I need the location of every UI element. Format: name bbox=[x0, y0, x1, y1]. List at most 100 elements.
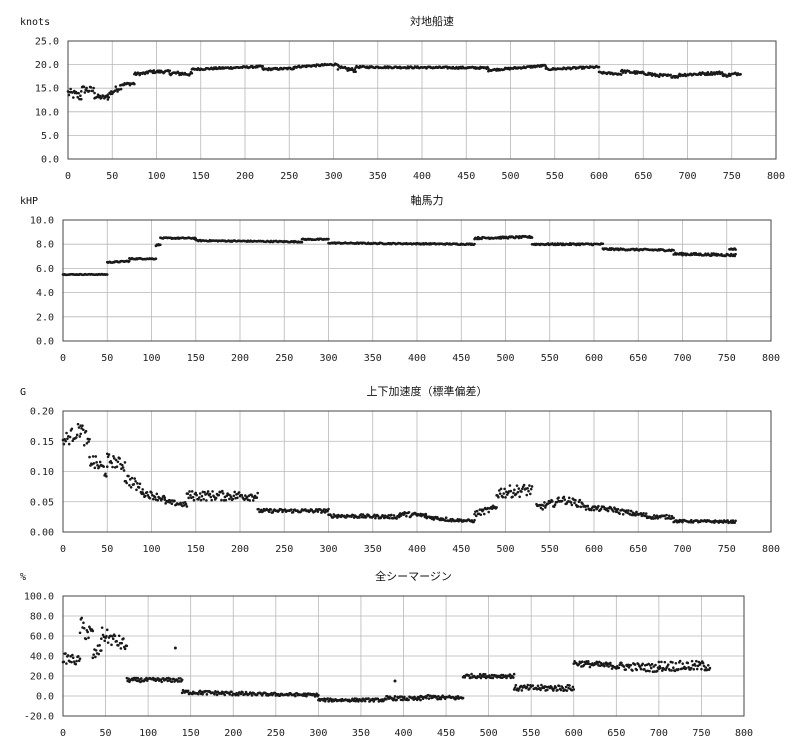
data-point bbox=[115, 639, 118, 643]
data-point bbox=[690, 659, 694, 663]
data-point bbox=[79, 432, 82, 436]
data-point bbox=[603, 664, 606, 668]
x-tick-label: 50 bbox=[101, 544, 113, 555]
data-point bbox=[332, 513, 336, 516]
data-point bbox=[197, 692, 200, 696]
x-tick-label: 100 bbox=[139, 728, 157, 739]
data-point bbox=[267, 510, 271, 513]
plot-frame bbox=[62, 595, 745, 717]
data-point bbox=[205, 499, 208, 502]
data-point bbox=[607, 665, 610, 668]
data-point bbox=[269, 508, 273, 511]
x-tick-label: 150 bbox=[192, 171, 210, 182]
x-tick-label: 450 bbox=[452, 353, 470, 364]
y-tick-label: 25.0 bbox=[35, 37, 59, 48]
data-point bbox=[692, 667, 696, 671]
data-point bbox=[91, 89, 95, 93]
data-point bbox=[520, 689, 524, 692]
data-point bbox=[94, 455, 98, 458]
data-point bbox=[138, 482, 142, 486]
x-tick-label: 550 bbox=[522, 728, 540, 739]
data-point bbox=[305, 694, 308, 698]
data-point bbox=[283, 508, 287, 511]
data-point bbox=[72, 660, 76, 663]
x-tick-label: 800 bbox=[762, 353, 780, 364]
data-point bbox=[88, 455, 91, 459]
data-point bbox=[92, 86, 95, 90]
data-point bbox=[290, 508, 293, 511]
data-point bbox=[540, 683, 543, 687]
data-point bbox=[475, 509, 479, 513]
y-tick-label: 20.0 bbox=[30, 672, 54, 683]
y-axis-unit-label: kHP bbox=[20, 196, 38, 207]
x-tick-label: 750 bbox=[718, 353, 736, 364]
data-point bbox=[91, 656, 95, 660]
data-point bbox=[527, 489, 530, 493]
data-point bbox=[163, 498, 167, 501]
data-point bbox=[467, 674, 471, 677]
data-point bbox=[188, 490, 191, 493]
data-point bbox=[666, 663, 670, 666]
data-point bbox=[140, 677, 143, 680]
data-point bbox=[236, 496, 239, 500]
x-tick-label: 350 bbox=[364, 544, 382, 555]
data-series bbox=[61, 422, 737, 525]
data-point bbox=[231, 497, 235, 501]
data-point bbox=[106, 93, 110, 96]
data-point bbox=[145, 490, 149, 494]
data-point bbox=[211, 490, 214, 493]
y-tick-label: 15.0 bbox=[35, 84, 59, 95]
y-tick-label: 4.0 bbox=[36, 288, 54, 299]
data-point bbox=[513, 686, 517, 689]
data-point bbox=[376, 514, 380, 518]
data-point bbox=[681, 662, 685, 665]
chart-panel-1: 0 50 100 150 200 250 300 350 400 450 500 550 600 650 7… bbox=[20, 14, 785, 182]
data-point bbox=[86, 630, 89, 634]
data-point bbox=[473, 512, 476, 516]
data-point bbox=[695, 667, 699, 671]
data-point bbox=[82, 626, 86, 630]
data-point bbox=[78, 631, 82, 635]
x-tick-label: 400 bbox=[413, 171, 431, 182]
data-point bbox=[215, 693, 219, 697]
data-point bbox=[214, 496, 218, 500]
data-point bbox=[112, 454, 115, 458]
data-point bbox=[316, 510, 320, 513]
data-point bbox=[650, 662, 654, 666]
data-point bbox=[77, 659, 81, 663]
data-point bbox=[220, 498, 223, 502]
data-point bbox=[106, 98, 110, 101]
data-point bbox=[168, 677, 172, 681]
data-point bbox=[159, 243, 162, 247]
data-point bbox=[93, 466, 97, 470]
data-point bbox=[221, 492, 225, 495]
data-point bbox=[106, 641, 110, 644]
data-point bbox=[129, 485, 133, 489]
data-point bbox=[114, 85, 118, 88]
data-point bbox=[113, 634, 117, 638]
data-point bbox=[700, 667, 703, 671]
data-point bbox=[208, 492, 212, 496]
data-point bbox=[634, 514, 637, 517]
data-point bbox=[168, 69, 172, 72]
data-point bbox=[559, 688, 563, 692]
data-point bbox=[142, 492, 145, 496]
data-point bbox=[491, 676, 495, 680]
data-point bbox=[579, 505, 583, 509]
data-point bbox=[734, 248, 737, 251]
data-point bbox=[726, 519, 729, 522]
y-tick-label: 0.0 bbox=[41, 155, 59, 166]
data-point bbox=[657, 75, 661, 79]
data-point bbox=[525, 685, 529, 689]
data-point bbox=[597, 65, 601, 69]
y-tick-label: 0.0 bbox=[36, 692, 54, 703]
data-point bbox=[529, 487, 533, 491]
x-tick-label: 200 bbox=[231, 544, 249, 555]
data-point bbox=[563, 498, 567, 501]
data-point bbox=[498, 492, 502, 495]
data-point bbox=[503, 487, 506, 491]
x-tick-label: 0 bbox=[60, 544, 66, 555]
x-tick-label: 450 bbox=[437, 728, 455, 739]
data-point bbox=[642, 511, 645, 515]
x-tick-label: 50 bbox=[101, 353, 113, 364]
